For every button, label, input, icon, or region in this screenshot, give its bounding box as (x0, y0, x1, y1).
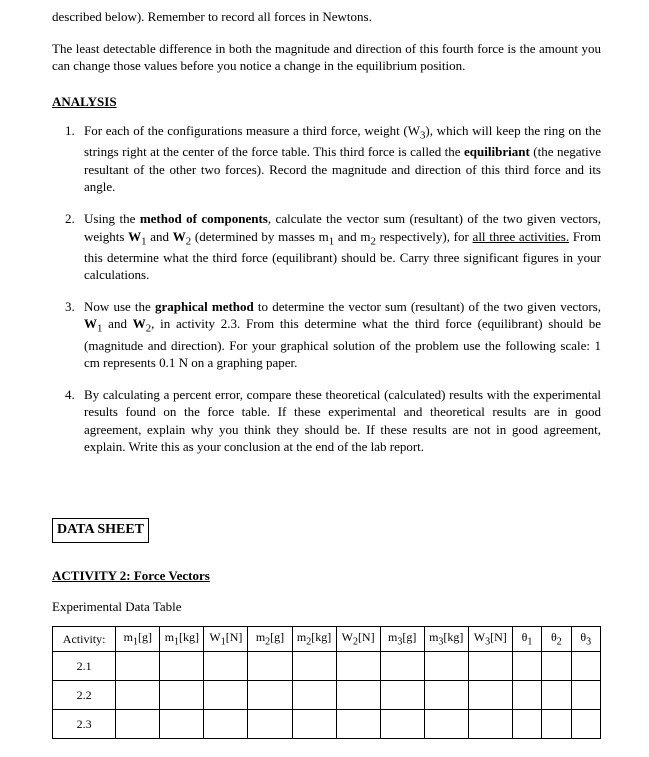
datasheet-heading: DATA SHEET (52, 518, 149, 543)
text: , in activity 2.3. From this determine w… (84, 316, 601, 370)
text: (determined by masses m (191, 229, 329, 244)
text: and (102, 316, 132, 331)
col-theta2: θ2 (542, 626, 571, 651)
col-m3kg: m3[kg] (424, 626, 468, 651)
col-theta3: θ3 (571, 626, 600, 651)
col-m1g: m1[g] (116, 626, 160, 651)
table-row: 2.3 (53, 709, 601, 738)
cell (160, 680, 204, 709)
cell (336, 651, 380, 680)
analysis-item: Now use the graphical method to determin… (78, 298, 601, 372)
col-m2g: m2[g] (248, 626, 292, 651)
text: For each of the configurations measure a… (84, 123, 420, 138)
underline: all three activities. (473, 229, 570, 244)
bold: graphical method (155, 299, 254, 314)
cell (116, 651, 160, 680)
cell (204, 680, 248, 709)
table-header-row: Activity: m1[g] m1[kg] W1[N] m2[g] m2[kg… (53, 626, 601, 651)
cell (336, 680, 380, 709)
cell (204, 709, 248, 738)
text: and m (334, 229, 370, 244)
cell (571, 651, 600, 680)
bold: method of components (140, 211, 268, 226)
cell (542, 651, 571, 680)
col-w1: W1[N] (204, 626, 248, 651)
cell (292, 651, 336, 680)
cell (468, 709, 512, 738)
bold: W (128, 229, 141, 244)
cell (512, 680, 541, 709)
activity-heading: ACTIVITY 2: Force Vectors (52, 567, 601, 585)
cell (512, 709, 541, 738)
cell (424, 709, 468, 738)
cell (248, 709, 292, 738)
bold: W (173, 229, 186, 244)
col-theta1: θ1 (512, 626, 541, 651)
cell (424, 651, 468, 680)
intro-para2: The least detectable difference in both … (52, 40, 601, 75)
data-table: Activity: m1[g] m1[kg] W1[N] m2[g] m2[kg… (52, 626, 601, 739)
intro-line1: described below). Remember to record all… (52, 8, 601, 26)
cell (468, 651, 512, 680)
table-caption: Experimental Data Table (52, 598, 601, 616)
cell (424, 680, 468, 709)
cell (248, 651, 292, 680)
analysis-item: For each of the configurations measure a… (78, 122, 601, 196)
cell (512, 651, 541, 680)
cell (336, 709, 380, 738)
cell (248, 680, 292, 709)
text: Now use the (84, 299, 155, 314)
col-m3g: m3[g] (380, 626, 424, 651)
cell (380, 709, 424, 738)
bold: W (84, 316, 97, 331)
table-row: 2.2 (53, 680, 601, 709)
cell (204, 651, 248, 680)
cell (116, 680, 160, 709)
analysis-item: By calculating a percent error, compare … (78, 386, 601, 456)
analysis-list: For each of the configurations measure a… (52, 122, 601, 456)
col-w2: W2[N] (336, 626, 380, 651)
cell (380, 651, 424, 680)
cell (292, 709, 336, 738)
col-m2kg: m2[kg] (292, 626, 336, 651)
text: By calculating a percent error, compare … (84, 387, 601, 455)
analysis-item: Using the method of components, calculat… (78, 210, 601, 284)
cell (292, 680, 336, 709)
text: respectively), for (376, 229, 473, 244)
cell (160, 651, 204, 680)
col-w3: W3[N] (468, 626, 512, 651)
col-m1kg: m1[kg] (160, 626, 204, 651)
row-label: 2.2 (53, 680, 116, 709)
bold: W (133, 316, 146, 331)
table-row: 2.1 (53, 651, 601, 680)
col-activity: Activity: (53, 626, 116, 651)
analysis-heading: ANALYSIS (52, 93, 601, 111)
cell (571, 680, 600, 709)
cell (468, 680, 512, 709)
cell (571, 709, 600, 738)
text: and (147, 229, 173, 244)
row-label: 2.1 (53, 651, 116, 680)
row-label: 2.3 (53, 709, 116, 738)
cell (542, 709, 571, 738)
text: to determine the vector sum (resultant) … (254, 299, 601, 314)
cell (542, 680, 571, 709)
bold: equilibriant (464, 144, 530, 159)
cell (380, 680, 424, 709)
cell (116, 709, 160, 738)
text: Using the (84, 211, 140, 226)
cell (160, 709, 204, 738)
